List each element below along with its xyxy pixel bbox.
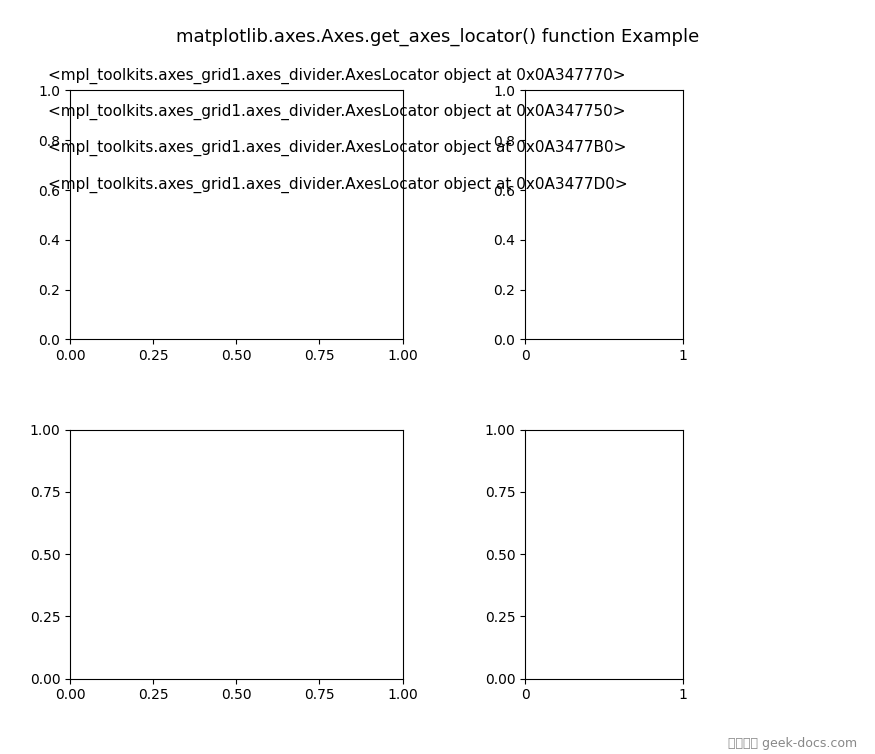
Text: <mpl_toolkits.axes_grid1.axes_divider.AxesLocator object at 0x0A3477D0>: <mpl_toolkits.axes_grid1.axes_divider.Ax…: [48, 176, 627, 192]
Text: matplotlib.axes.Axes.get_axes_locator() function Example: matplotlib.axes.Axes.get_axes_locator() …: [176, 28, 699, 46]
Text: <mpl_toolkits.axes_grid1.axes_divider.AxesLocator object at 0x0A3477B0>: <mpl_toolkits.axes_grid1.axes_divider.Ax…: [48, 140, 626, 156]
Text: <mpl_toolkits.axes_grid1.axes_divider.AxesLocator object at 0x0A347750>: <mpl_toolkits.axes_grid1.axes_divider.Ax…: [48, 104, 626, 120]
Text: 极客教程 geek-docs.com: 极客教程 geek-docs.com: [728, 737, 858, 750]
Text: <mpl_toolkits.axes_grid1.axes_divider.AxesLocator object at 0x0A347770>: <mpl_toolkits.axes_grid1.axes_divider.Ax…: [48, 68, 626, 84]
